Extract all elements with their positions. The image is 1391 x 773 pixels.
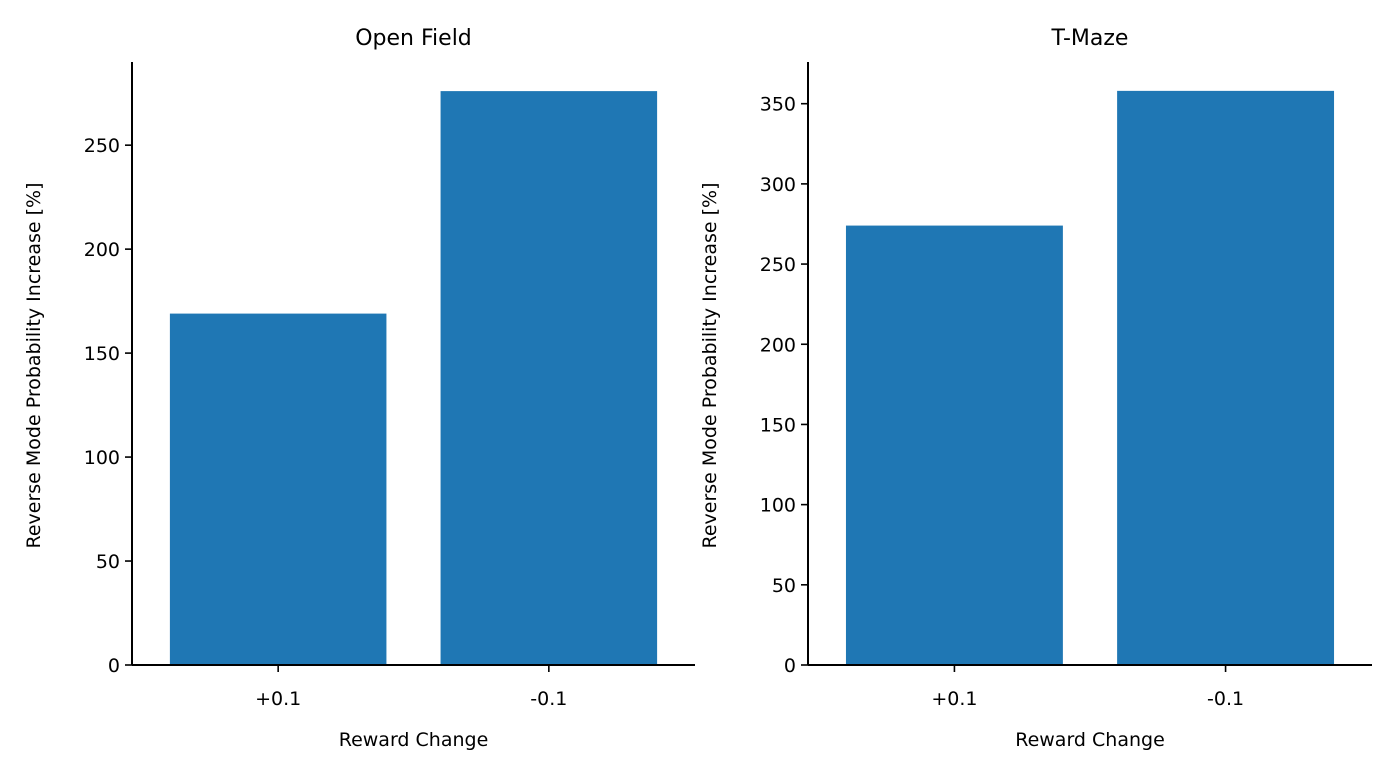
y-tick-label: 350 [760,94,796,116]
chart-open-field: Open Field Reward Change Reverse Mode Pr… [23,26,695,751]
bar--0.1 [440,91,658,665]
chart-title: Open Field [355,26,472,51]
y-tick-label: 250 [760,254,796,276]
x-axis-label: Reward Change [1015,729,1165,751]
y-tick-label: 250 [84,135,120,157]
x-axis-label: Reward Change [339,729,489,751]
chart-t-maze: T-Maze Reward Change Reverse Mode Probab… [699,26,1372,751]
x-ticks: +0.1 -0.1 [255,665,567,710]
y-tick-label: 200 [84,239,120,261]
bar-+0.1 [169,313,387,665]
x-tick-label: -0.1 [530,688,567,710]
y-tick-label: 100 [760,495,796,517]
bar--0.1 [1117,90,1335,666]
x-tick-label: +0.1 [931,688,977,710]
y-axis-label: Reverse Mode Probability Increase [%] [23,182,45,548]
x-ticks: +0.1 -0.1 [931,665,1244,710]
y-tick-label: 150 [760,414,796,436]
x-tick-label: +0.1 [255,688,301,710]
y-ticks: 0 50 100 150 200 250 [84,135,132,677]
x-tick-label: -0.1 [1207,688,1244,710]
y-tick-label: 0 [108,655,120,677]
y-tick-label: 0 [784,655,796,677]
y-tick-label: 200 [760,334,796,356]
bars [845,90,1335,666]
y-tick-label: 50 [772,575,796,597]
y-tick-label: 50 [96,551,120,573]
bars [169,91,658,665]
y-axis-label: Reverse Mode Probability Increase [%] [699,182,721,548]
bar-+0.1 [845,225,1063,666]
chart-title: T-Maze [1051,26,1129,51]
y-ticks: 0 50 100 150 200 250 300 350 [760,94,808,677]
y-tick-label: 100 [84,447,120,469]
y-tick-label: 300 [760,174,796,196]
y-tick-label: 150 [84,343,120,365]
